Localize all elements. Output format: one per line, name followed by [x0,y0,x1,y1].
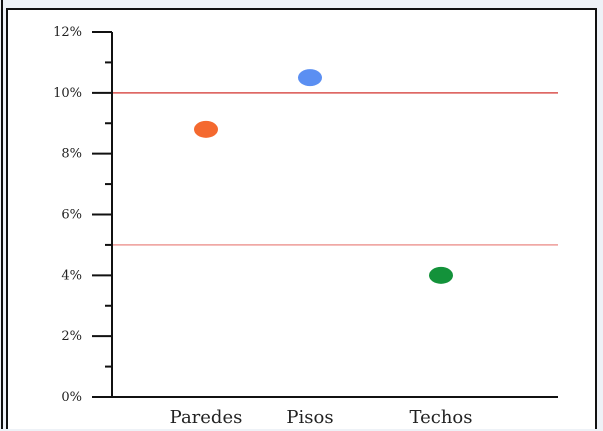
x-category-label: Pisos [286,407,333,428]
left-border [1,0,3,429]
chart-panel: 0% 2% 4% 6% 8% 10% 12% Paredes Pisos Techos [6,8,597,429]
y-tick-label: 4% [61,268,82,283]
data-point-pisos [298,69,322,87]
y-tick-label: 12% [53,25,82,40]
x-category-label: Techos [409,407,472,428]
x-category-label: Paredes [170,407,243,428]
y-tick-label: 8% [61,147,82,162]
scatter-chart: 0% 2% 4% 6% 8% 10% 12% Paredes Pisos Techos [53,25,558,428]
y-tick-label: 10% [53,86,82,101]
y-tick-label: 6% [61,208,82,223]
y-tick-label: 2% [61,329,82,344]
y-tick-label: 0% [61,390,82,405]
data-point-paredes [194,120,218,138]
data-point-techos [429,266,453,284]
